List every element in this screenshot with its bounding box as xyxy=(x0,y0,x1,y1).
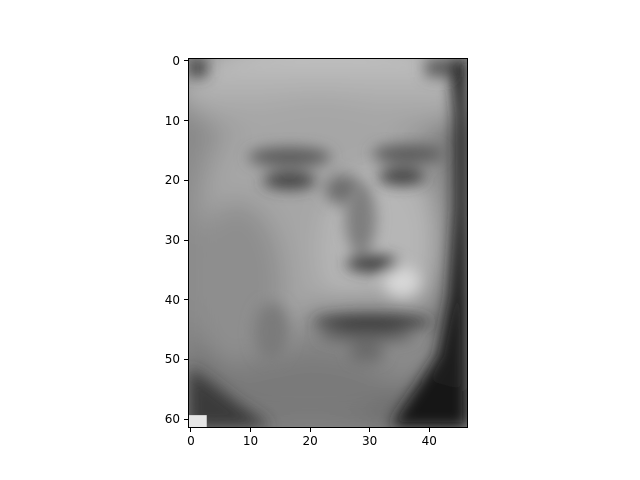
y-tick-mark xyxy=(184,179,188,181)
y-tick-label: 60 xyxy=(164,412,180,427)
corner-highlight xyxy=(189,415,207,427)
y-tick-label: 30 xyxy=(164,233,180,248)
x-tick-label: 20 xyxy=(302,434,318,448)
y-tick-mark xyxy=(184,358,188,360)
y-tick-label: 20 xyxy=(164,173,180,188)
x-tick-mark xyxy=(190,428,192,432)
x-tick-label: 0 xyxy=(187,434,195,448)
x-tick-mark xyxy=(428,428,430,432)
y-tick-mark xyxy=(184,60,188,62)
image-axes xyxy=(188,58,468,428)
y-tick-label: 0 xyxy=(172,53,180,68)
face-shading xyxy=(189,59,467,427)
background-shadows xyxy=(189,59,467,427)
nose xyxy=(345,183,420,297)
y-tick-mark xyxy=(184,120,188,122)
x-tick-mark xyxy=(250,428,252,432)
x-tick-label: 10 xyxy=(242,434,259,448)
y-tick-mark xyxy=(184,299,188,301)
y-tick-label: 50 xyxy=(164,352,180,367)
y-tick-mark xyxy=(184,239,188,241)
x-tick-mark xyxy=(309,428,311,432)
x-tick-label: 40 xyxy=(421,434,437,448)
x-tick-label: 30 xyxy=(362,434,378,448)
y-tick-label: 40 xyxy=(164,292,180,307)
y-tick-mark xyxy=(184,418,188,420)
mouth-and-chin xyxy=(254,302,432,363)
grayscale-face-image xyxy=(189,59,467,427)
x-tick-mark xyxy=(369,428,371,432)
y-tick-label: 10 xyxy=(164,113,180,128)
